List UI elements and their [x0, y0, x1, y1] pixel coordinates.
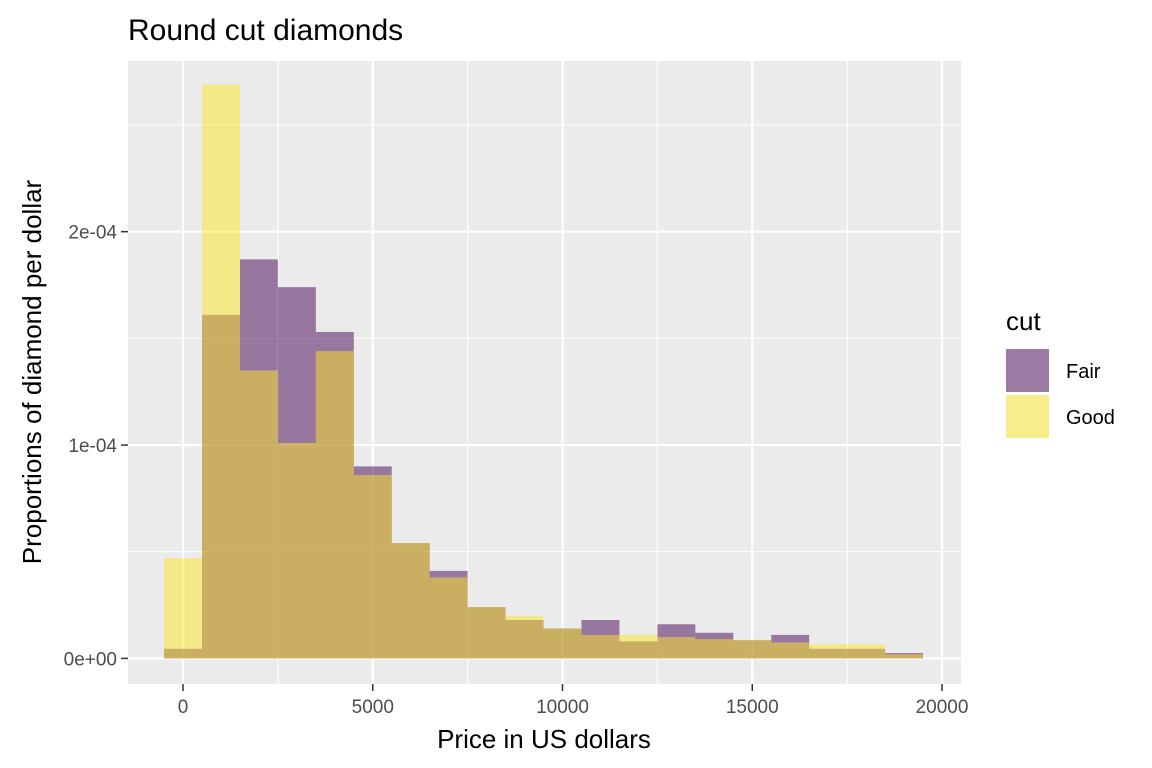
bar-good-9: [505, 615, 544, 659]
x-tick-label: 0: [178, 697, 189, 718]
x-tick-label: 20000: [916, 697, 969, 718]
x-tick-label: 15000: [726, 697, 779, 718]
bar-good-2: [239, 370, 278, 659]
y-tick-label: 0e+00: [64, 649, 117, 670]
bar-good-17: [809, 644, 848, 659]
bar-good-12: [619, 634, 658, 659]
bar-good-10: [543, 628, 582, 659]
y-axis: 0e+00 1e-04 2e-04: [64, 223, 128, 670]
legend-label-fair: Fair: [1066, 361, 1101, 383]
legend-swatch-good: [1006, 395, 1049, 438]
bar-good-6: [391, 543, 430, 659]
legend: cut Fair Good: [1006, 306, 1115, 438]
y-tick-label: 1e-04: [68, 436, 117, 457]
histogram-bars: [164, 84, 924, 659]
bar-good-13: [657, 637, 696, 659]
x-axis: 0 5000 10000 15000 20000: [178, 684, 969, 718]
bar-good-5: [353, 474, 392, 659]
grid-major: [128, 61, 961, 684]
bar-good-3: [277, 442, 316, 659]
bar-good-7: [429, 577, 468, 659]
x-axis-title: Price in US dollars: [437, 724, 651, 754]
legend-title: cut: [1006, 306, 1041, 336]
legend-swatch-fair: [1006, 349, 1049, 392]
bar-good-4: [315, 351, 354, 659]
bar-good-16: [771, 642, 810, 659]
bar-good-18: [847, 644, 886, 659]
series-good: [164, 84, 924, 659]
y-axis-title: Proportions of diamond per dollar: [17, 179, 47, 564]
bar-good-14: [695, 639, 734, 659]
x-tick-label: 5000: [352, 697, 394, 718]
y-tick-label: 2e-04: [68, 223, 117, 244]
bar-good-15: [733, 640, 772, 659]
bar-good-0: [164, 558, 203, 659]
legend-label-good: Good: [1066, 407, 1115, 429]
bar-good-8: [467, 607, 506, 659]
legend-items: Fair Good: [1006, 349, 1115, 438]
grid-minor: [128, 61, 961, 684]
bar-good-19: [885, 654, 924, 659]
bar-good-1: [202, 84, 240, 659]
bar-good-11: [581, 634, 620, 659]
chart-title: Round cut diamonds: [128, 14, 403, 47]
x-tick-label: 10000: [536, 697, 589, 718]
